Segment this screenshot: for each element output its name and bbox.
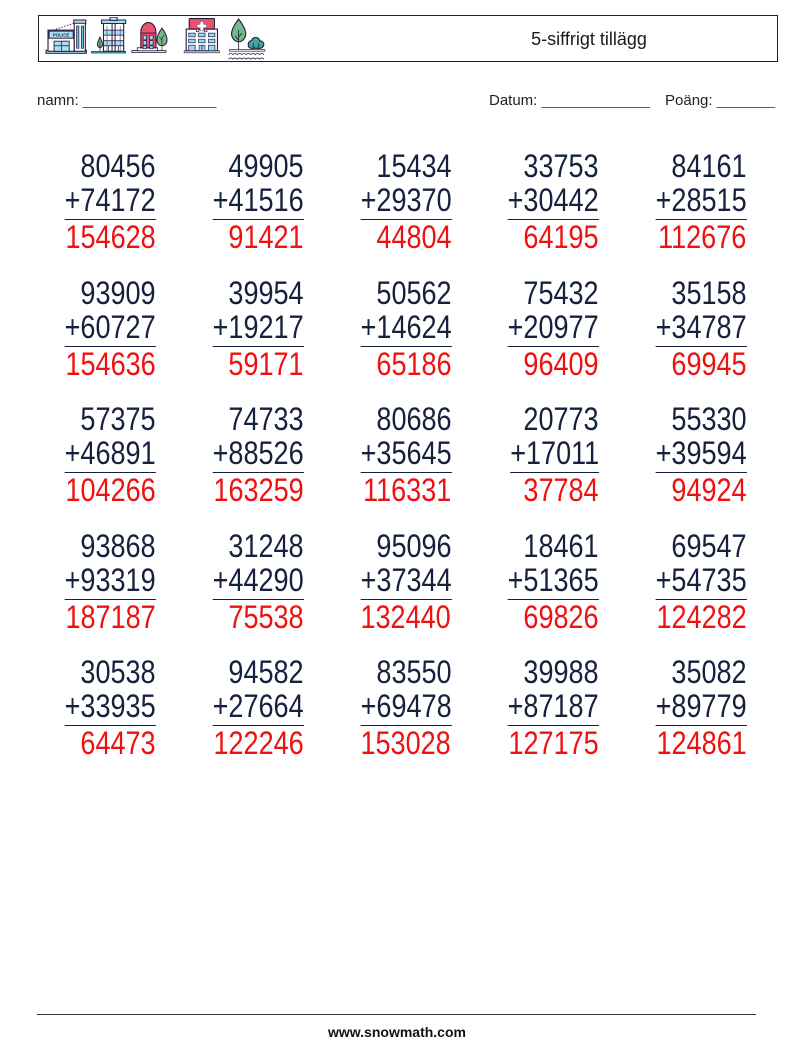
svg-text:POLICE: POLICE (53, 33, 70, 38)
